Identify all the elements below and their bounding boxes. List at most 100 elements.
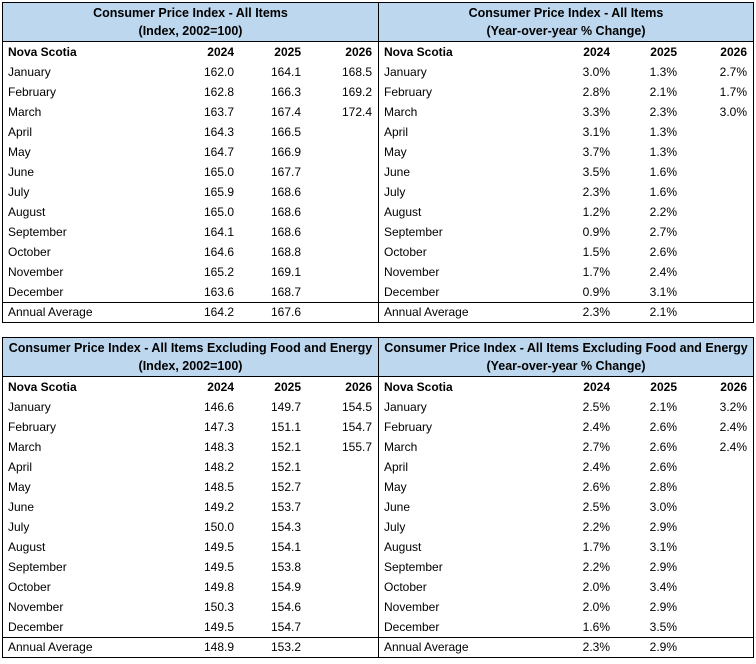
cell-value [307, 162, 378, 182]
cell-value: 2.4% [649, 265, 677, 279]
column-header-year: 2026 [720, 45, 747, 59]
cell-value: 1.2% [582, 205, 610, 219]
annual-average-row: Annual Average 2.3% 2.1% [379, 301, 753, 322]
cell-value: 3.1% [582, 125, 610, 139]
row-label: September [8, 560, 67, 574]
column-header-row: Nova Scotia 2024 2025 2026 [379, 377, 753, 397]
cell-value: 168.6 [270, 185, 301, 199]
cell-value: 152.7 [270, 480, 301, 494]
column-header-year: 2026 [345, 45, 372, 59]
row-label: August [8, 540, 46, 554]
row-label: December [384, 619, 440, 634]
row-label: July [8, 185, 30, 199]
cell-value: 2.9% [616, 636, 683, 657]
column-header-year: 2025 [274, 380, 301, 394]
cell-value: 2.1% [649, 400, 677, 414]
row-label: January [8, 65, 51, 79]
cell-value [683, 301, 753, 322]
table-row: October 164.6 168.8 [3, 242, 378, 262]
cell-value [683, 282, 753, 302]
table-row: December 1.6% 3.5% [379, 617, 753, 637]
cell-value: 1.6% [582, 619, 610, 634]
cell-value [307, 477, 378, 497]
cell-value: 163.7 [203, 105, 234, 119]
row-label: March [384, 105, 418, 119]
annual-average-row: Annual Average 2.3% 2.9% [379, 636, 753, 657]
cell-value: 2.1% [616, 301, 683, 322]
cell-value [307, 262, 378, 282]
row-label: May [8, 145, 31, 159]
row-label: May [384, 480, 407, 494]
row-label: November [8, 265, 64, 279]
cell-value: 2.0% [582, 580, 610, 594]
cell-value: 2.3% [546, 636, 616, 657]
table-cpi-ex-food-energy-index: Consumer Price Index - All Items Excludi… [2, 337, 378, 658]
cell-value: 1.7% [582, 265, 610, 279]
cell-value: 168.8 [270, 245, 301, 259]
cell-value [683, 517, 753, 537]
row-label: February [384, 85, 433, 99]
cell-value: 167.6 [240, 301, 307, 322]
row-label: January [8, 400, 51, 414]
cell-value [307, 242, 378, 262]
data-table: Nova Scotia 2024 2025 2026 January 3.0% 1.… [379, 42, 753, 322]
row-label: September [384, 225, 443, 239]
cell-value: 168.7 [270, 284, 301, 299]
cell-value: 153.2 [240, 636, 307, 657]
cell-value: 168.6 [270, 225, 301, 239]
table-row: March 148.3 152.1 155.7 [3, 437, 378, 457]
cell-value: 3.0% [582, 65, 610, 79]
cell-value: 154.6 [270, 600, 301, 614]
data-table: Nova Scotia 2024 2025 2026 January 146.6 1… [3, 377, 378, 657]
row-label: December [8, 284, 64, 299]
cell-value: 150.0 [203, 520, 234, 534]
table-header-block: Consumer Price Index - All Items (Index,… [3, 3, 378, 42]
row-label: March [8, 105, 42, 119]
table-row: June 165.0 167.7 [3, 162, 378, 182]
column-header-region: Nova Scotia [8, 45, 77, 59]
cell-value: 3.7% [582, 145, 610, 159]
cell-value: 2.7% [719, 65, 747, 79]
row-label: July [384, 520, 406, 534]
table-row: June 2.5% 3.0% [379, 497, 753, 517]
cell-value [683, 557, 753, 577]
cell-value: 2.2% [582, 520, 610, 534]
cell-value: 152.1 [270, 460, 301, 474]
table-title: Consumer Price Index - All Items [93, 6, 288, 20]
table-header-block: Consumer Price Index - All Items (Year-o… [379, 3, 753, 42]
row-label: April [384, 125, 409, 139]
annual-average-row: Annual Average 164.2 167.6 [3, 301, 378, 322]
cell-value: 2.6% [649, 245, 677, 259]
cell-value: 3.4% [649, 580, 677, 594]
row-label: Annual Average [3, 301, 170, 322]
column-header-year: 2026 [720, 380, 747, 394]
cell-value [683, 537, 753, 557]
cell-value: 2.9% [649, 560, 677, 574]
cell-value [683, 182, 753, 202]
table-row: November 165.2 169.1 [3, 262, 378, 282]
cell-value: 150.3 [203, 600, 234, 614]
table-row: July 165.9 168.6 [3, 182, 378, 202]
table-subtitle: (Year-over-year % Change) [486, 359, 646, 373]
table-row: October 2.0% 3.4% [379, 577, 753, 597]
cell-value: 153.8 [270, 560, 301, 574]
cell-value: 148.9 [170, 636, 240, 657]
cell-value: 2.3% [649, 105, 677, 119]
cell-value: 3.3% [582, 105, 610, 119]
table-row: March 3.3% 2.3% 3.0% [379, 102, 753, 122]
cell-value [683, 242, 753, 262]
cell-value: 172.4 [341, 105, 372, 119]
cell-value: 166.5 [270, 125, 301, 139]
table-row: August 1.7% 3.1% [379, 537, 753, 557]
table-row: August 165.0 168.6 [3, 202, 378, 222]
cell-value: 2.6% [649, 420, 677, 434]
row-label: October [384, 245, 427, 259]
cell-value: 2.7% [582, 440, 610, 454]
cell-value [307, 636, 378, 657]
table-row: October 1.5% 2.6% [379, 242, 753, 262]
cell-value: 148.5 [203, 480, 234, 494]
cell-value: 3.1% [649, 284, 677, 299]
data-table: Nova Scotia 2024 2025 2026 January 162.0 1… [3, 42, 378, 322]
row-label: May [8, 480, 31, 494]
